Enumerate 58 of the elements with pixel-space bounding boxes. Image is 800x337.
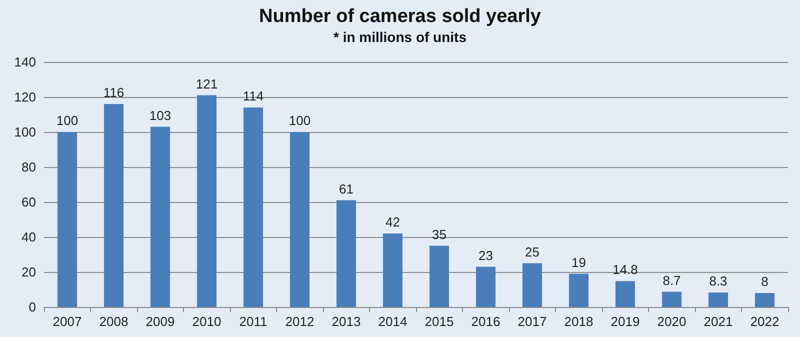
data-label: 100 xyxy=(56,113,78,128)
y-tick-label: 0 xyxy=(28,300,36,314)
bar xyxy=(290,132,310,307)
x-tick-label: 2016 xyxy=(471,314,500,329)
x-tick-label: 2018 xyxy=(564,314,594,329)
y-tick-label: 20 xyxy=(22,264,36,280)
x-tick-label: 2019 xyxy=(610,314,640,329)
y-tick-label: 60 xyxy=(22,194,36,210)
data-label: 35 xyxy=(432,226,446,242)
x-tick-label: 2014 xyxy=(378,314,408,329)
x-tick-label: 2007 xyxy=(52,314,82,329)
y-tick-label: 140 xyxy=(14,54,36,70)
bar xyxy=(243,108,264,307)
x-tick-label: 2022 xyxy=(750,314,780,329)
bar xyxy=(476,266,496,307)
data-label: 8.3 xyxy=(709,273,728,288)
x-tick-label: 2009 xyxy=(146,314,175,329)
y-tick-label: 40 xyxy=(22,230,36,244)
x-tick-label: 2008 xyxy=(99,314,128,329)
chart-title: Number of cameras sold yearly xyxy=(259,6,542,27)
bar xyxy=(429,246,450,307)
data-label: 116 xyxy=(103,85,124,100)
x-tick-label: 2012 xyxy=(285,314,314,329)
data-label: 23 xyxy=(478,248,493,263)
data-label: 121 xyxy=(196,76,218,92)
data-label: 42 xyxy=(386,214,400,230)
data-label: 8 xyxy=(761,274,768,289)
data-label: 103 xyxy=(149,108,172,123)
data-label: 61 xyxy=(339,181,354,196)
data-label: 25 xyxy=(525,244,540,260)
bar xyxy=(104,104,124,307)
y-tick-label: 100 xyxy=(14,124,36,140)
x-tick-label: 2015 xyxy=(424,314,454,329)
bar xyxy=(522,263,542,307)
x-tick-label: 2020 xyxy=(657,314,686,329)
data-label: 14.8 xyxy=(612,262,638,278)
x-tick-label: 2011 xyxy=(239,314,268,329)
bar xyxy=(708,292,728,307)
y-tick-label: 80 xyxy=(22,160,36,174)
bar xyxy=(57,132,78,307)
bar xyxy=(615,281,636,307)
bar xyxy=(382,234,403,307)
bar xyxy=(150,126,170,307)
x-tick-label: 2010 xyxy=(192,314,222,329)
data-label: 114 xyxy=(242,88,264,104)
bar xyxy=(568,274,589,307)
data-label: 8.7 xyxy=(662,272,681,288)
bar xyxy=(754,293,775,307)
data-label: 19 xyxy=(572,254,586,270)
data-label: 100 xyxy=(288,113,311,128)
bar xyxy=(336,200,356,307)
bar xyxy=(196,95,217,307)
x-tick-label: 2013 xyxy=(332,314,361,329)
x-tick-label: 2017 xyxy=(518,314,547,329)
x-tick-label: 2021 xyxy=(704,314,733,329)
chart-subtitle: * in millions of units xyxy=(334,29,467,45)
bar xyxy=(662,292,682,307)
y-tick-label: 120 xyxy=(14,90,36,104)
